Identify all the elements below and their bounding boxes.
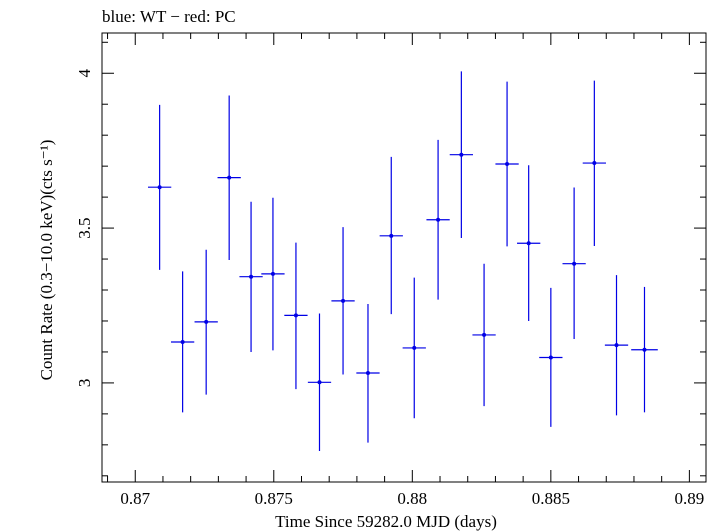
data-point <box>631 286 658 413</box>
point-marker <box>592 161 597 166</box>
point-marker <box>572 261 577 266</box>
point-marker <box>505 161 510 166</box>
x-axis-tick-labels: 0.87 0.875 0.88 0.885 0.89 <box>120 489 704 508</box>
y-axis-tick-labels: 33.54 <box>75 69 94 388</box>
x-tick-label: 0.875 <box>255 489 293 508</box>
y-tick-label: 3 <box>75 379 94 388</box>
point-marker <box>526 241 531 246</box>
point-marker <box>548 355 553 360</box>
data-point <box>239 201 263 352</box>
point-marker <box>459 152 464 157</box>
data-point <box>604 275 629 416</box>
data-point <box>307 313 332 452</box>
data-point <box>472 263 496 407</box>
chart-title: blue: WT − red: PC <box>102 7 236 26</box>
data-point <box>261 197 285 351</box>
data-point <box>284 242 308 390</box>
y-axis-label: Count Rate (0.3−10.0 keV)(cts s⁻¹) <box>37 140 56 381</box>
data-point <box>356 303 380 443</box>
point-marker <box>389 233 394 238</box>
data-point <box>147 104 172 270</box>
data-point <box>449 71 473 238</box>
data-point <box>402 277 426 419</box>
point-marker <box>365 371 370 376</box>
point-marker <box>482 332 487 337</box>
data-point <box>562 187 586 339</box>
point-marker <box>249 274 254 279</box>
point-marker <box>341 298 346 303</box>
data-points <box>147 71 658 452</box>
data-point <box>331 227 355 375</box>
data-point <box>495 81 519 247</box>
data-point <box>539 287 563 427</box>
x-tick-label: 0.885 <box>532 489 570 508</box>
point-marker <box>614 343 619 348</box>
point-marker <box>270 271 275 276</box>
plot-border <box>101 32 707 483</box>
y-tick-label: 4 <box>75 69 94 78</box>
x-tick-label: 0.87 <box>120 489 150 508</box>
x-tick-label: 0.89 <box>675 489 705 508</box>
y-tick-label: 3.5 <box>75 217 94 238</box>
point-marker <box>317 380 322 385</box>
data-point <box>517 165 541 321</box>
data-point <box>426 139 450 300</box>
point-marker <box>412 345 417 350</box>
point-marker <box>642 347 647 352</box>
point-marker <box>180 340 185 345</box>
point-marker <box>157 185 162 190</box>
data-point <box>217 95 241 260</box>
point-marker <box>204 319 209 324</box>
y-axis-ticks <box>102 41 706 477</box>
x-axis-ticks <box>107 33 690 482</box>
point-marker <box>436 217 441 222</box>
point-marker <box>293 313 298 318</box>
x-tick-label: 0.88 <box>397 489 427 508</box>
x-axis-label: Time Since 59282.0 MJD (days) <box>275 512 497 531</box>
data-point <box>582 80 606 247</box>
data-point <box>379 156 403 315</box>
data-point <box>170 271 195 413</box>
plot-frame <box>101 32 707 483</box>
point-marker <box>227 175 232 180</box>
data-point <box>194 249 218 395</box>
